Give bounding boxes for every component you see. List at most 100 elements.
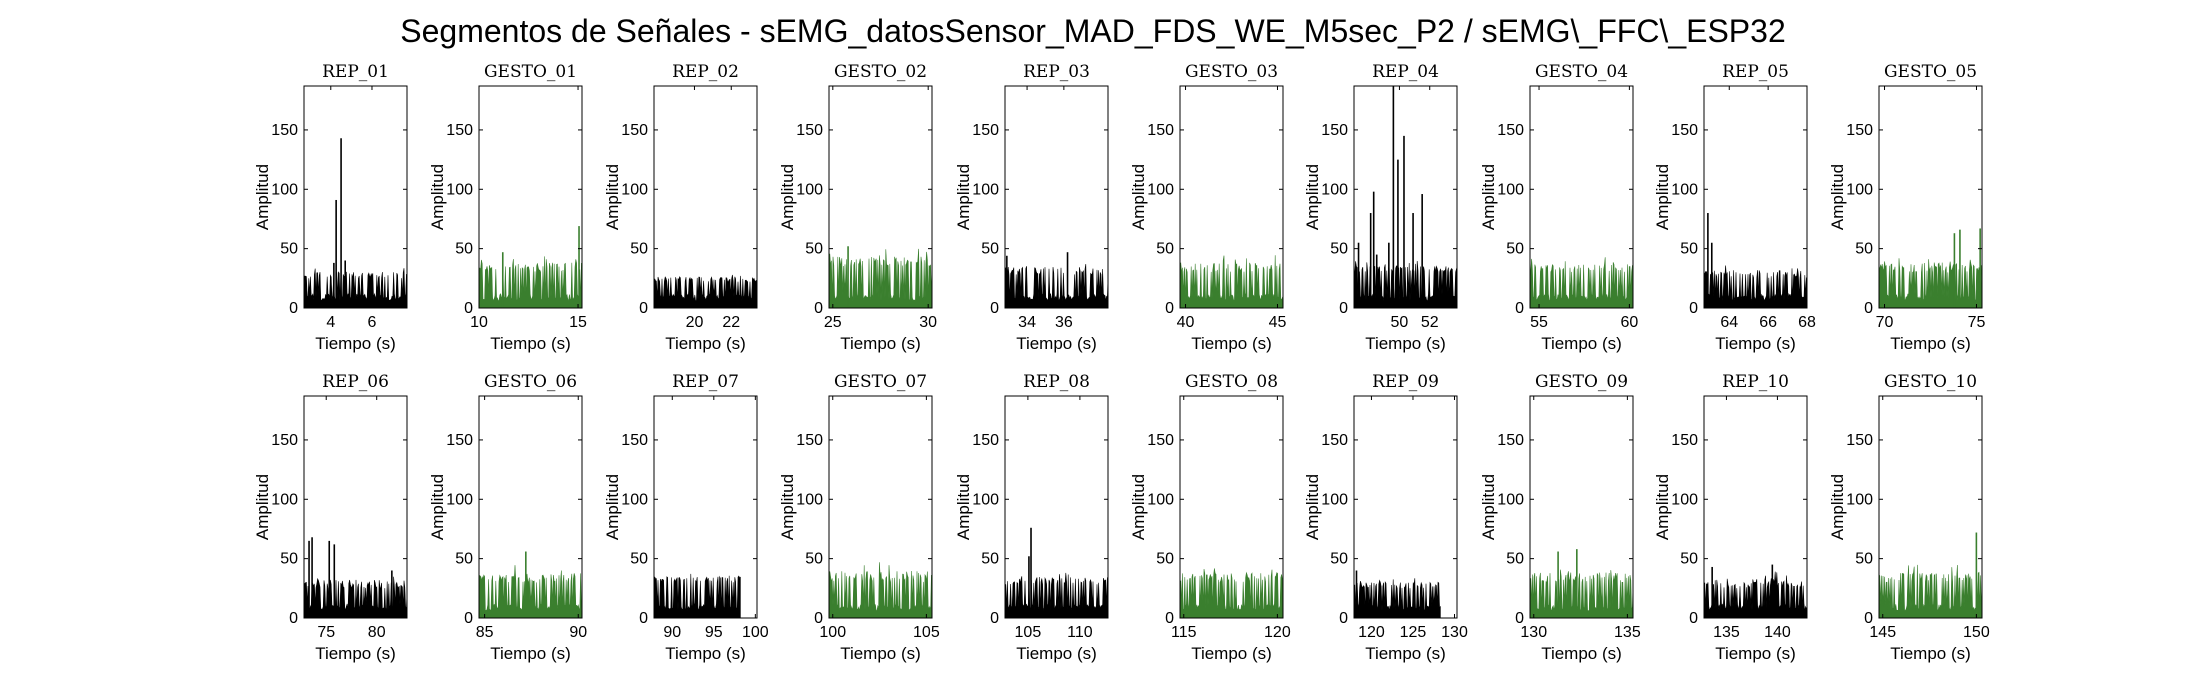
x-tick-label: 90 [569,624,587,641]
subplot: GESTO_10 0 50 100 150 145 150 Tiempo (s) Amplitu… [1828,372,1990,663]
axes-box [303,85,408,309]
x-axis-label: Tiempo (s) [1016,644,1097,663]
y-tick-label: 50 [1680,241,1698,258]
y-tick-label: 50 [280,551,298,568]
subplot-title: GESTO_09 [1535,372,1628,392]
y-tick-label: 150 [972,122,999,139]
subplot-title: GESTO_02 [834,62,927,82]
y-tick-label: 100 [621,181,648,198]
x-axis-label: Tiempo (s) [1365,644,1446,663]
y-tick-label: 50 [1506,241,1524,258]
x-tick-label: 130 [1441,624,1468,641]
x-axis-label: Tiempo (s) [1890,334,1971,353]
x-tick-label: 22 [722,314,740,331]
y-tick-label: 100 [446,181,473,198]
y-axis-label: Amplitud [603,474,622,540]
y-tick-label: 100 [1671,181,1698,198]
subplot-title: GESTO_05 [1884,62,1977,82]
axes-box [1353,85,1458,309]
signal-trace [828,248,933,309]
subplot: REP_10 0 50 100 150 135 140 Tiempo (s) Amplitud [1653,372,1808,663]
y-tick-label: 0 [814,610,823,627]
subplot-title: REP_08 [1023,372,1090,392]
x-tick-label: 115 [1171,624,1197,641]
subplot-title: REP_05 [1722,62,1789,82]
signal-trace [1004,264,1109,309]
subplot-title: REP_03 [1023,62,1090,82]
y-tick-label: 0 [1165,300,1174,317]
axes-box [828,395,933,619]
subplot: REP_01 0 50 100 150 4 6 Tiempo (s) Amplitud [253,62,408,353]
axes-box [1529,395,1634,619]
y-tick-label: 150 [796,122,823,139]
signal-trace [1878,258,1983,309]
x-axis-label: Tiempo (s) [1016,334,1097,353]
y-tick-label: 150 [1147,122,1174,139]
signal-trace [1529,569,1634,619]
axes-box [303,395,408,619]
y-tick-label: 50 [1506,551,1524,568]
x-tick-label: 4 [326,314,335,331]
x-tick-label: 120 [1264,624,1291,641]
x-tick-label: 95 [705,624,723,641]
axes-box [1004,85,1109,309]
y-tick-label: 50 [981,551,999,568]
y-tick-label: 150 [446,432,473,449]
signal-trace [1353,578,1441,619]
x-tick-label: 145 [1869,624,1896,641]
y-tick-label: 0 [1689,300,1698,317]
y-tick-label: 0 [289,300,298,317]
y-tick-label: 150 [621,432,648,449]
subplot-title: REP_07 [672,372,739,392]
y-tick-label: 150 [1846,122,1873,139]
x-tick-label: 135 [1614,624,1641,641]
x-tick-label: 140 [1764,624,1791,641]
y-tick-label: 50 [805,241,823,258]
y-axis-label: Amplitud [1303,474,1322,540]
x-tick-label: 36 [1055,314,1073,331]
subplot-title: GESTO_06 [484,372,577,392]
y-tick-label: 0 [1515,610,1524,627]
x-tick-label: 80 [368,624,386,641]
y-tick-label: 0 [1515,300,1524,317]
x-tick-label: 52 [1421,314,1439,331]
x-axis-label: Tiempo (s) [1191,334,1272,353]
y-tick-label: 0 [639,300,648,317]
subplot-title: GESTO_04 [1535,62,1628,82]
signal-trace [1878,564,1983,619]
y-tick-label: 150 [446,122,473,139]
y-tick-label: 0 [1339,300,1348,317]
y-tick-label: 150 [1321,122,1348,139]
axes-box [478,395,583,619]
x-axis-label: Tiempo (s) [490,644,571,663]
x-tick-label: 90 [663,624,681,641]
subplot: REP_09 0 50 100 150 120 125 130 Tiempo (s) Amplit… [1303,372,1468,663]
x-tick-label: 66 [1759,314,1777,331]
x-axis-label: Tiempo (s) [840,334,921,353]
y-tick-label: 100 [1321,491,1348,508]
y-tick-label: 0 [289,610,298,627]
subplot: GESTO_05 0 50 100 150 70 75 Tiempo (s) Amplitud [1828,62,1985,353]
y-tick-label: 150 [1671,432,1698,449]
signal-trace [1004,572,1109,619]
axes-box [1529,85,1634,309]
signal-trace [1179,568,1284,619]
y-tick-label: 100 [1497,491,1524,508]
signal-trace [1179,255,1284,309]
x-tick-label: 125 [1400,624,1427,641]
x-tick-label: 70 [1876,314,1894,331]
x-axis-label: Tiempo (s) [665,334,746,353]
y-tick-label: 150 [1497,122,1524,139]
axes-box [653,85,758,309]
y-tick-label: 100 [621,491,648,508]
y-tick-label: 50 [630,551,648,568]
subplot-title: REP_10 [1722,372,1789,392]
subplot-title: GESTO_10 [1884,372,1977,392]
signal-trace [1353,260,1458,309]
y-tick-label: 50 [981,241,999,258]
y-tick-label: 150 [972,432,999,449]
axes-box [653,395,758,619]
x-axis-label: Tiempo (s) [315,334,396,353]
